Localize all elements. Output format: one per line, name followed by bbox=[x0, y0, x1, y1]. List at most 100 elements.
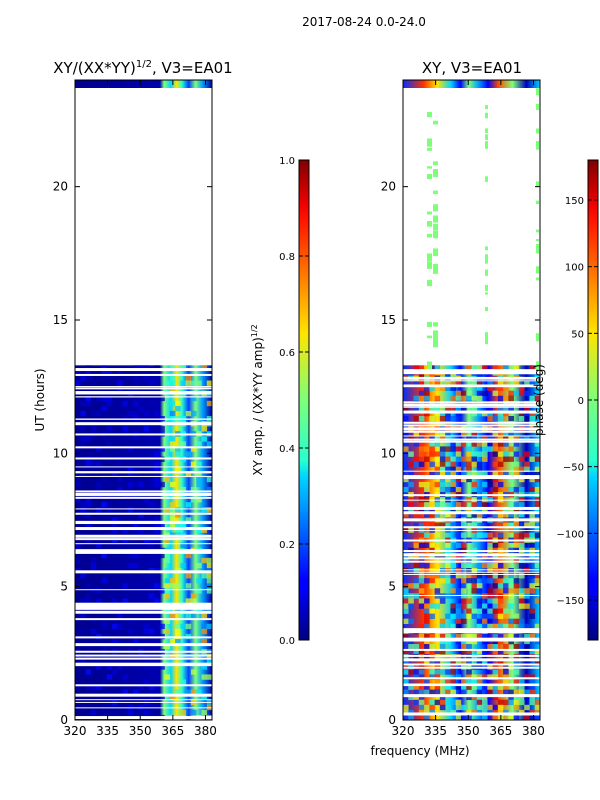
y-tick-label: 0 bbox=[388, 713, 396, 727]
heatmap-cell bbox=[439, 649, 446, 655]
heatmap-cell bbox=[492, 365, 499, 371]
heatmap-cell bbox=[403, 512, 409, 518]
heatmap-cell bbox=[429, 416, 435, 422]
heatmap-cell bbox=[450, 456, 456, 462]
heatmap-cell bbox=[476, 562, 483, 569]
y-tick-label: 15 bbox=[53, 313, 68, 327]
heatmap-cell bbox=[127, 451, 134, 457]
heatmap-cell bbox=[127, 562, 134, 569]
flagged-row bbox=[75, 391, 212, 394]
heatmap-cell bbox=[418, 669, 425, 675]
flagged-row bbox=[75, 610, 212, 614]
heatmap-cell bbox=[497, 395, 504, 402]
heatmap-cell bbox=[106, 400, 113, 407]
heatmap-cell bbox=[455, 618, 462, 625]
heatmap-cell bbox=[403, 598, 409, 604]
flagged-row bbox=[75, 471, 212, 474]
heatmap-cell bbox=[513, 522, 520, 528]
colorbar-tick-label: 0.6 bbox=[279, 348, 295, 359]
heatmap-cell bbox=[518, 522, 525, 528]
colorbar-tick-label: 0.8 bbox=[279, 252, 295, 263]
heatmap-cell bbox=[482, 471, 488, 478]
heatmap-cell bbox=[518, 542, 525, 549]
heatmap-cell bbox=[503, 608, 509, 614]
heatmap-cell bbox=[471, 441, 478, 447]
heatmap-cell bbox=[471, 486, 478, 493]
heatmap-cell bbox=[85, 461, 92, 467]
heatmap-cell bbox=[518, 694, 525, 701]
heatmap-cell bbox=[138, 370, 144, 376]
heatmap-cell bbox=[508, 588, 514, 594]
heatmap-cell bbox=[185, 380, 192, 386]
heatmap-cell bbox=[403, 618, 409, 625]
heatmap-cell bbox=[482, 410, 488, 417]
heatmap-cell bbox=[492, 451, 499, 457]
heatmap-cell bbox=[518, 618, 525, 625]
phase-heatmap bbox=[403, 80, 541, 722]
heatmap-cell bbox=[185, 471, 192, 478]
heatmap-top-strip bbox=[403, 80, 540, 88]
heatmap-speckle bbox=[433, 223, 438, 231]
heatmap-cell bbox=[148, 370, 155, 376]
heatmap-cell bbox=[455, 380, 462, 386]
heatmap-speckle bbox=[433, 215, 438, 223]
heatmap-cell bbox=[518, 679, 525, 685]
heatmap-cell bbox=[85, 583, 92, 589]
x-tick-label: 335 bbox=[96, 724, 119, 738]
heatmap-cell bbox=[476, 502, 483, 508]
heatmap-cell bbox=[460, 618, 467, 625]
heatmap-cell bbox=[424, 598, 430, 604]
heatmap-cell bbox=[450, 562, 456, 569]
heatmap-cell bbox=[450, 679, 456, 685]
heatmap-cell bbox=[111, 638, 118, 645]
heatmap-cell bbox=[154, 562, 160, 569]
flagged-row bbox=[403, 526, 540, 529]
heatmap-cell bbox=[90, 664, 97, 670]
heatmap-cell bbox=[524, 649, 530, 655]
heatmap-cell bbox=[476, 598, 483, 604]
heatmap-cell bbox=[492, 573, 499, 579]
heatmap-cell bbox=[439, 385, 446, 391]
heatmap-cell bbox=[471, 588, 478, 594]
heatmap-cell bbox=[101, 623, 107, 630]
x-tick-label: 335 bbox=[424, 724, 447, 738]
heatmap-cell bbox=[455, 557, 462, 564]
amplitude-panel-title: XY/(XX*YY)1/2, V3=EA01 bbox=[53, 59, 232, 77]
heatmap-cell bbox=[487, 532, 493, 538]
heatmap-cell bbox=[503, 674, 509, 680]
heatmap-cell bbox=[418, 633, 425, 640]
heatmap-cell bbox=[497, 416, 504, 422]
heatmap-cell bbox=[518, 410, 525, 417]
heatmap-cell bbox=[503, 410, 509, 417]
heatmap-cell bbox=[508, 395, 514, 402]
flagged-row bbox=[403, 518, 540, 522]
heatmap-cell bbox=[413, 380, 420, 386]
heatmap-cell bbox=[518, 416, 525, 422]
heatmap-cell bbox=[413, 689, 420, 695]
heatmap-cell bbox=[185, 573, 192, 579]
heatmap-cell bbox=[143, 365, 150, 371]
flagged-row bbox=[403, 424, 540, 427]
heatmap-cell bbox=[482, 441, 488, 447]
heatmap-cell bbox=[111, 522, 118, 528]
heatmap-cell bbox=[154, 466, 160, 473]
heatmap-speckle bbox=[536, 88, 539, 96]
flagged-row bbox=[403, 380, 540, 382]
heatmap-cell bbox=[503, 385, 509, 391]
heatmap-cell bbox=[508, 456, 514, 462]
heatmap-cell bbox=[413, 522, 420, 528]
heatmap-cell bbox=[508, 694, 514, 701]
heatmap-cell bbox=[429, 405, 435, 412]
flagged-row bbox=[75, 550, 212, 554]
heatmap-cell bbox=[403, 466, 409, 473]
heatmap-cell bbox=[185, 517, 192, 523]
heatmap-cell bbox=[487, 644, 493, 650]
heatmap-cell bbox=[429, 613, 435, 619]
heatmap-cell bbox=[75, 446, 81, 452]
heatmap-cell bbox=[418, 522, 425, 528]
heatmap-cell bbox=[471, 583, 478, 589]
heatmap-cell bbox=[534, 704, 541, 711]
heatmap-cell bbox=[164, 593, 171, 599]
heatmap-cell bbox=[476, 573, 483, 579]
heatmap-cell bbox=[429, 608, 435, 614]
